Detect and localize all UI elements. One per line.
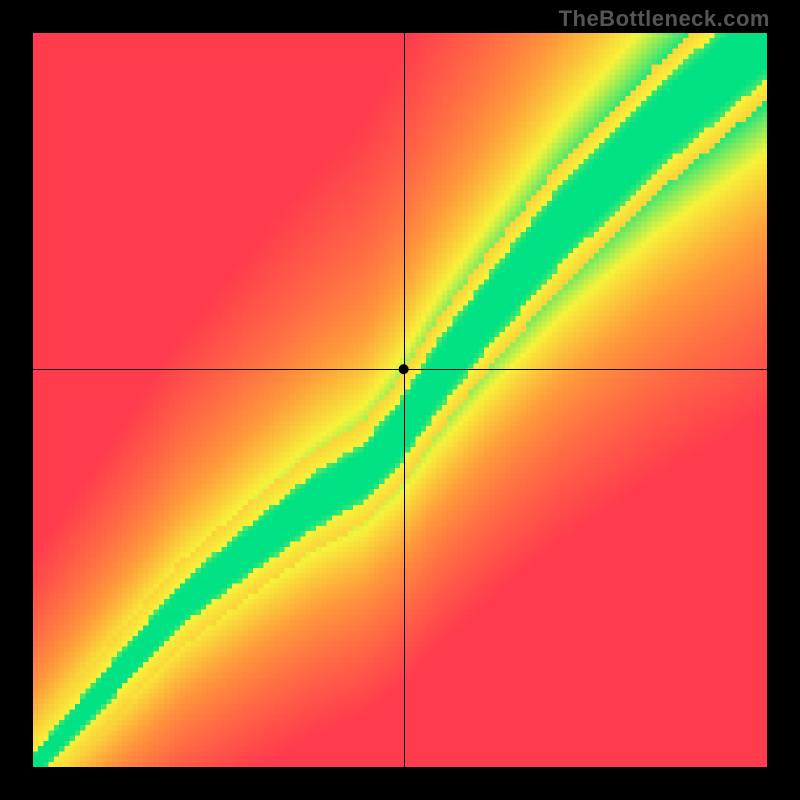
heatmap-container: TheBottleneck.com xyxy=(0,0,800,800)
heatmap-overlay xyxy=(33,33,767,767)
watermark-text: TheBottleneck.com xyxy=(559,6,770,32)
